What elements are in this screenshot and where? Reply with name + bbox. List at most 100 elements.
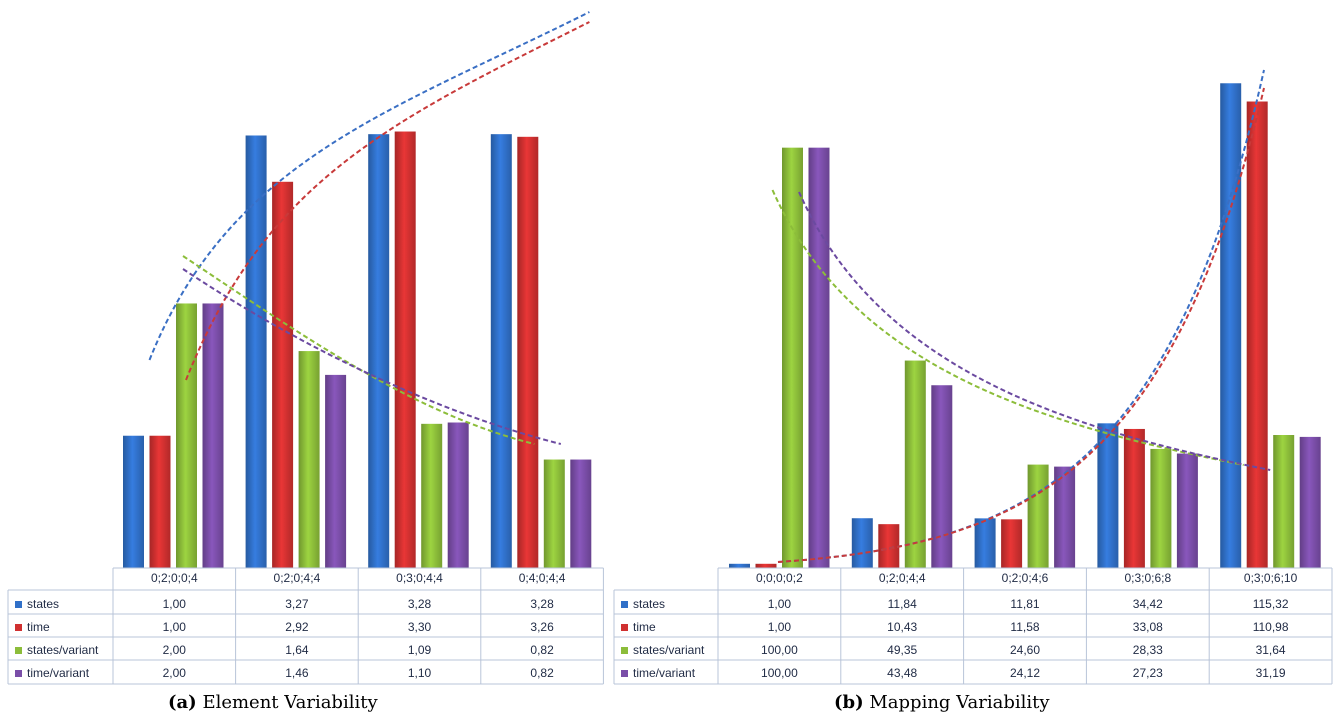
data-label-time-per-variant: 100,00 bbox=[761, 666, 798, 680]
data-label-states-per-variant: 0,82 bbox=[530, 643, 554, 657]
bar-states-4 bbox=[1097, 423, 1119, 568]
bar-time-3 bbox=[1001, 519, 1023, 568]
bar-states-2 bbox=[245, 135, 267, 568]
category-label: 0;2;0;4;4 bbox=[879, 571, 926, 585]
bar-time-2 bbox=[272, 181, 294, 569]
legend-label-time: time bbox=[27, 620, 50, 634]
bar-time-per-variant-3 bbox=[1054, 466, 1076, 568]
trendline-time-per-variant bbox=[182, 268, 562, 445]
trendline-states bbox=[148, 11, 590, 361]
bar-states-per-variant-3 bbox=[421, 423, 443, 568]
data-label-states: 34,42 bbox=[1133, 597, 1163, 611]
bar-time-per-variant-3 bbox=[447, 422, 469, 568]
bar-states-1 bbox=[729, 563, 750, 568]
data-label-time-per-variant: 27,23 bbox=[1133, 666, 1163, 680]
category-label: 0;3;0;6;8 bbox=[1124, 571, 1171, 585]
data-label-states-per-variant: 31,64 bbox=[1256, 643, 1286, 657]
data-label-states: 3,27 bbox=[285, 597, 309, 611]
caption-a-text: Element Variability bbox=[202, 692, 378, 713]
data-label-time-per-variant: 31,19 bbox=[1256, 666, 1286, 680]
legend-swatch-states-per-variant bbox=[15, 647, 22, 654]
data-label-time: 33,08 bbox=[1133, 620, 1163, 634]
bar-time-5 bbox=[1246, 101, 1268, 568]
data-label-states-per-variant: 2,00 bbox=[163, 643, 187, 657]
legend-swatch-states-per-variant bbox=[621, 647, 628, 654]
bar-time-per-variant-4 bbox=[1176, 453, 1198, 568]
data-label-time: 110,98 bbox=[1253, 620, 1289, 634]
bar-states-per-variant-4 bbox=[543, 459, 565, 568]
bar-time-4 bbox=[517, 136, 539, 568]
legend-label-states-per-variant: states/variant bbox=[633, 643, 705, 657]
legend-swatch-time bbox=[621, 624, 628, 631]
data-label-states-per-variant: 1,64 bbox=[285, 643, 309, 657]
bar-time-per-variant-4 bbox=[570, 459, 592, 568]
bar-time-4 bbox=[1123, 428, 1145, 568]
legend-label-time-per-variant: time/variant bbox=[633, 666, 696, 680]
bar-time-1 bbox=[149, 435, 171, 568]
bar-time-per-variant-2 bbox=[325, 374, 347, 568]
bar-states-2 bbox=[851, 518, 873, 568]
category-label: 0;3;0;4;4 bbox=[396, 571, 443, 585]
legend-label-states: states bbox=[633, 597, 665, 611]
caption-element-variability: (a) Element Variability bbox=[168, 692, 378, 713]
data-label-states: 11,81 bbox=[1010, 597, 1039, 611]
caption-b-text: Mapping Variability bbox=[869, 692, 1050, 713]
bar-states-per-variant-4 bbox=[1150, 448, 1172, 568]
data-label-time-per-variant: 1,10 bbox=[408, 666, 432, 680]
bar-states-per-variant-1 bbox=[782, 147, 803, 568]
bar-time-per-variant-2 bbox=[931, 385, 953, 568]
legend-label-states-per-variant: states/variant bbox=[27, 643, 99, 657]
legend-swatch-time-per-variant bbox=[621, 670, 628, 677]
category-label: 0;2;0;0;4 bbox=[151, 571, 198, 585]
data-label-time: 1,00 bbox=[163, 620, 187, 634]
bar-states-4 bbox=[490, 134, 512, 568]
bar-states-per-variant-2 bbox=[298, 351, 320, 568]
data-label-states-per-variant: 49,35 bbox=[887, 643, 917, 657]
data-label-time-per-variant: 24,12 bbox=[1010, 666, 1040, 680]
bar-states-per-variant-1 bbox=[176, 303, 197, 568]
data-label-states-per-variant: 24,60 bbox=[1010, 643, 1040, 657]
data-label-time: 10,43 bbox=[887, 620, 917, 634]
bar-states-5 bbox=[1220, 83, 1242, 569]
data-label-states: 3,28 bbox=[530, 597, 554, 611]
bar-states-per-variant-5 bbox=[1273, 435, 1295, 568]
category-label: 0;2;0;4;4 bbox=[274, 571, 321, 585]
chart-element-variability: 0;2;0;0;4 0;2;0;4;4 0;3;0;4;4 0;4;0;4;4 stat… bbox=[7, 11, 604, 685]
data-label-time: 11,58 bbox=[1010, 620, 1039, 634]
data-label-time: 1,00 bbox=[768, 620, 792, 634]
bar-states-3 bbox=[368, 134, 390, 568]
data-label-states-per-variant: 28,33 bbox=[1133, 643, 1163, 657]
category-label: 0;4;0;4;4 bbox=[519, 571, 566, 585]
legend-label-time-per-variant: time/variant bbox=[27, 666, 90, 680]
trendline-time-per-variant bbox=[798, 191, 1271, 471]
bar-time-per-variant-1 bbox=[202, 303, 224, 568]
bar-time-per-variant-1 bbox=[808, 147, 830, 568]
data-label-states-per-variant: 100,00 bbox=[761, 643, 798, 657]
bar-states-1 bbox=[123, 435, 144, 568]
bar-states-per-variant-2 bbox=[904, 360, 926, 568]
trendline-time bbox=[777, 87, 1265, 563]
data-label-time-per-variant: 43,48 bbox=[887, 666, 917, 680]
trendline-time bbox=[185, 21, 590, 381]
data-label-time: 3,26 bbox=[530, 620, 554, 634]
chart-mapping-variability: 0;0;0;0;2 0;2;0;4;4 0;2;0;4;6 0;3;0;6;8 0;3;… bbox=[613, 69, 1333, 685]
trendline-states bbox=[777, 69, 1265, 563]
data-label-states: 115,32 bbox=[1253, 597, 1289, 611]
bar-time-3 bbox=[394, 131, 416, 568]
legend-swatch-states bbox=[621, 601, 628, 608]
legend-swatch-states bbox=[15, 601, 22, 608]
trendline-states-per-variant bbox=[771, 189, 1244, 466]
data-label-states: 3,28 bbox=[408, 597, 432, 611]
legend-swatch-time bbox=[15, 624, 22, 631]
data-label-time: 3,30 bbox=[408, 620, 432, 634]
bar-time-1 bbox=[755, 563, 777, 568]
data-label-states: 1,00 bbox=[768, 597, 792, 611]
legend-label-states: states bbox=[27, 597, 59, 611]
data-label-states-per-variant: 1,09 bbox=[408, 643, 432, 657]
caption-b-label: (b) bbox=[834, 692, 864, 713]
data-label-time-per-variant: 1,46 bbox=[285, 666, 309, 680]
category-label: 0;3;0;6;10 bbox=[1244, 571, 1298, 585]
category-label: 0;2;0;4;6 bbox=[1002, 571, 1049, 585]
data-label-time-per-variant: 0,82 bbox=[530, 666, 554, 680]
